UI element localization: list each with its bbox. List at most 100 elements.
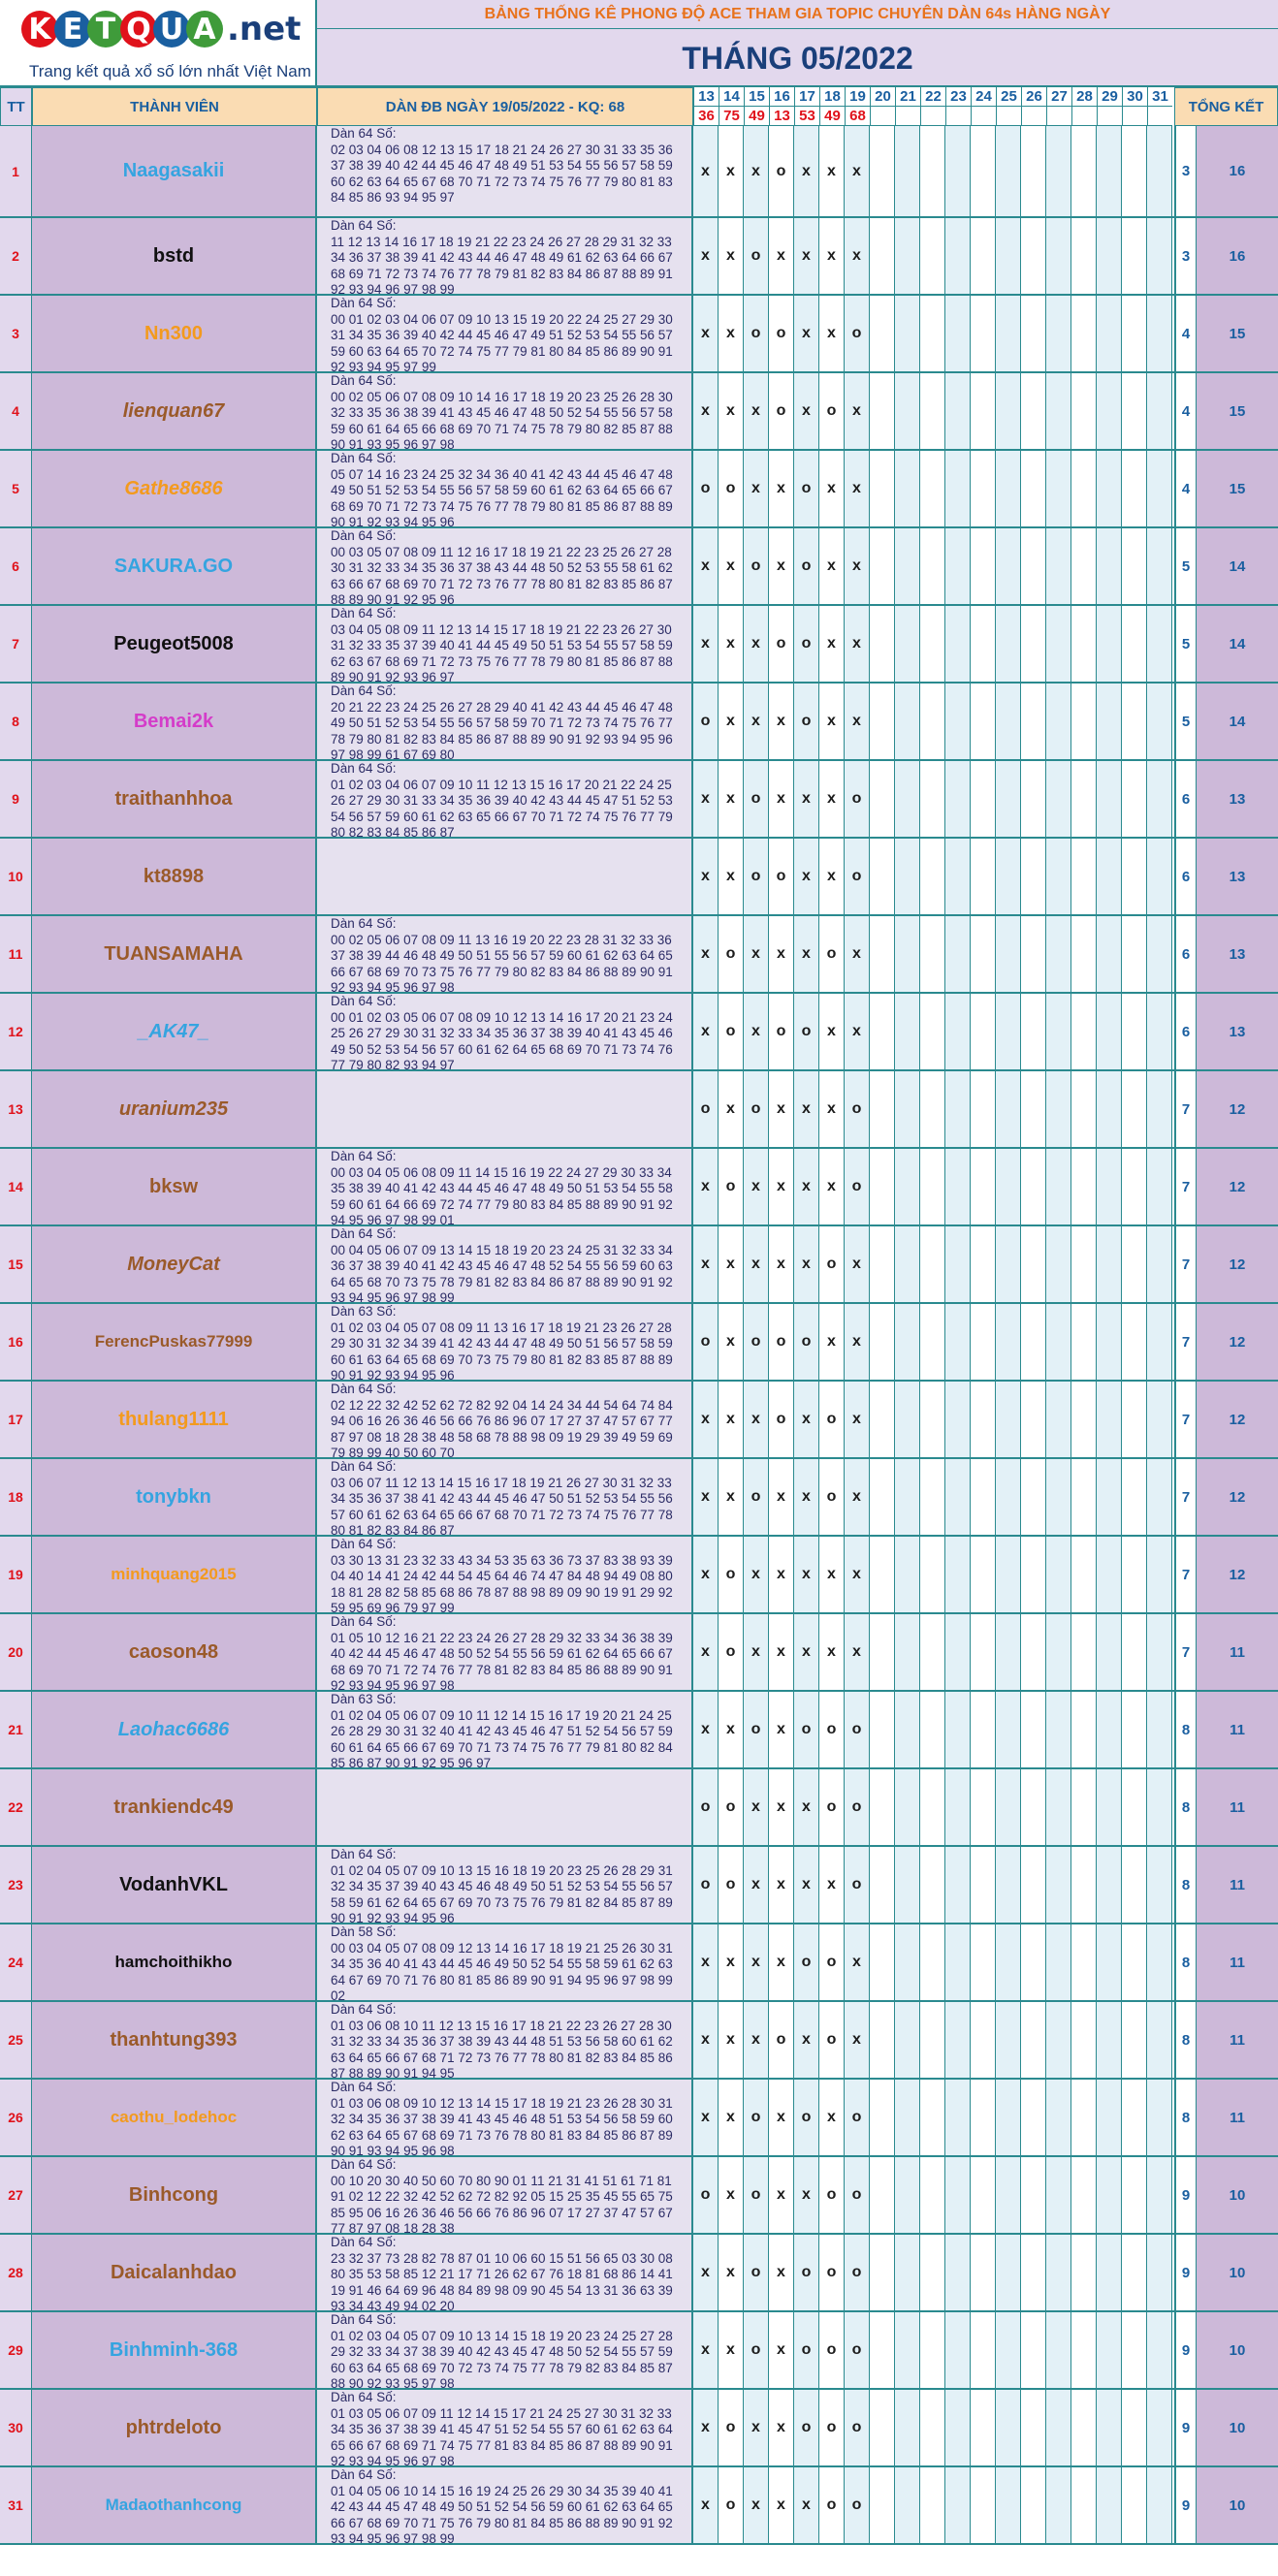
- member-number-set: Dàn 64 Số: 05 07 14 16 23 24 25 32 34 36 …: [317, 451, 693, 526]
- table-row: 23 VodanhVKL Dàn 64 Số: 01 02 04 05 07 09 1…: [0, 1847, 1278, 1924]
- miss-count: 5: [1174, 684, 1197, 759]
- day-mark: [1097, 2235, 1122, 2310]
- member-name[interactable]: FerencPuskas77999: [32, 1304, 317, 1380]
- member-name[interactable]: Madaothanhcong: [32, 2467, 317, 2543]
- day-mark: [1071, 1459, 1097, 1535]
- day-mark: [1021, 2235, 1046, 2310]
- miss-count: 6: [1174, 761, 1197, 837]
- day-mark: [870, 528, 895, 604]
- member-name[interactable]: traithanhhoa: [32, 761, 317, 837]
- day-mark: [1147, 126, 1172, 216]
- member-name[interactable]: phtrdeloto: [32, 2390, 317, 2465]
- day-mark: [945, 684, 971, 759]
- day-mark: o: [719, 451, 744, 526]
- member-name[interactable]: VodanhVKL: [32, 1847, 317, 1923]
- day-mark: [971, 2312, 996, 2388]
- day-mark: o: [845, 2157, 870, 2233]
- day-mark: [920, 451, 945, 526]
- day-mark: [945, 1537, 971, 1612]
- member-name[interactable]: MoneyCat: [32, 1226, 317, 1302]
- member-name[interactable]: Daicalanhdao: [32, 2235, 317, 2310]
- number-set-label: Dàn 64 Số:: [331, 2390, 397, 2404]
- day-mark: [1147, 1226, 1172, 1302]
- day-mark: [1021, 1537, 1046, 1612]
- day-mark: [1046, 2312, 1071, 2388]
- day-mark: [895, 2467, 920, 2543]
- day-mark: [1147, 373, 1172, 449]
- member-name[interactable]: lienquan67: [32, 373, 317, 449]
- number-set-values: 03 06 07 11 12 13 14 15 16 17 18 19 21 2…: [331, 1475, 673, 1536]
- day-mark: x: [845, 1459, 870, 1535]
- day-mark: [1021, 528, 1046, 604]
- day-mark: [945, 761, 971, 837]
- member-name[interactable]: Laohac6686: [32, 1692, 317, 1767]
- member-name[interactable]: Peugeot5008: [32, 606, 317, 682]
- miss-count: 8: [1174, 1692, 1197, 1767]
- day-mark: [1122, 1304, 1147, 1380]
- day-mark: x: [693, 606, 719, 682]
- member-name[interactable]: Bemai2k: [32, 684, 317, 759]
- day-mark: [996, 2002, 1021, 2078]
- member-name[interactable]: bksw: [32, 1149, 317, 1224]
- member-number-set: Dàn 64 Số: 00 03 05 07 08 09 11 12 16 17 …: [317, 528, 693, 604]
- day-mark: [945, 451, 971, 526]
- day-mark: [895, 2312, 920, 2388]
- day-column-header: 15 49: [744, 87, 769, 126]
- member-name[interactable]: SAKURA.GO: [32, 528, 317, 604]
- day-mark: o: [819, 1769, 845, 1845]
- member-name[interactable]: uranium235: [32, 1071, 317, 1147]
- member-name[interactable]: thanhtung393: [32, 2002, 317, 2078]
- day-number: 15: [749, 88, 765, 105]
- day-mark: [945, 528, 971, 604]
- member-name[interactable]: Naagasakii: [32, 126, 317, 216]
- member-name[interactable]: _AK47_: [32, 994, 317, 1069]
- member-name[interactable]: Binhcong: [32, 2157, 317, 2233]
- member-name[interactable]: caothu_lodehoc: [32, 2080, 317, 2155]
- day-mark: x: [794, 373, 819, 449]
- member-name[interactable]: hamchoithikho: [32, 1924, 317, 2000]
- day-mark: [920, 1149, 945, 1224]
- member-name[interactable]: Binhminh-368: [32, 2312, 317, 2388]
- day-mark: o: [693, 451, 719, 526]
- row-index: 6: [0, 528, 32, 604]
- member-name[interactable]: tonybkn: [32, 1459, 317, 1535]
- member-name[interactable]: caoson48: [32, 1614, 317, 1690]
- member-name[interactable]: thulang1111: [32, 1382, 317, 1457]
- day-mark: [1147, 1537, 1172, 1612]
- day-mark: o: [819, 1226, 845, 1302]
- day-mark: [1071, 2390, 1097, 2465]
- day-mark: [996, 1382, 1021, 1457]
- site-logo[interactable]: K E T Q U A .net Trang kết quả xổ số lớn…: [0, 0, 317, 87]
- day-mark: [1122, 2002, 1147, 2078]
- member-name[interactable]: TUANSAMAHA: [32, 916, 317, 992]
- day-mark: [996, 1459, 1021, 1535]
- logo-suffix: .net: [227, 10, 302, 48]
- day-result: [1098, 106, 1122, 125]
- day-column-header: 29: [1097, 87, 1122, 126]
- member-number-set: Dàn 64 Số: 02 03 04 06 08 12 13 15 17 18 …: [317, 126, 693, 216]
- day-mark: x: [693, 2080, 719, 2155]
- member-name[interactable]: kt8898: [32, 839, 317, 914]
- day-mark: [895, 1924, 920, 2000]
- day-mark: [971, 1071, 996, 1147]
- day-mark: [870, 296, 895, 371]
- day-mark: [1122, 373, 1147, 449]
- day-column-header: 18 49: [819, 87, 845, 126]
- day-mark: x: [845, 1537, 870, 1612]
- member-name[interactable]: Gathe8686: [32, 451, 317, 526]
- row-index: 27: [0, 2157, 32, 2233]
- day-mark: [971, 1304, 996, 1380]
- table-row: 14 bksw Dàn 64 Số: 00 03 04 05 06 08 09 11 …: [0, 1149, 1278, 1226]
- day-mark: [1147, 1614, 1172, 1690]
- day-mark: [1046, 218, 1071, 294]
- member-name[interactable]: Nn300: [32, 296, 317, 371]
- day-mark: [1147, 1459, 1172, 1535]
- day-mark: x: [744, 451, 769, 526]
- day-mark: [1071, 684, 1097, 759]
- day-mark: [895, 916, 920, 992]
- member-name[interactable]: bstd: [32, 218, 317, 294]
- member-name[interactable]: trankiendc49: [32, 1769, 317, 1845]
- day-mark: [1021, 296, 1046, 371]
- day-mark: [895, 1692, 920, 1767]
- member-name[interactable]: minhquang2015: [32, 1537, 317, 1612]
